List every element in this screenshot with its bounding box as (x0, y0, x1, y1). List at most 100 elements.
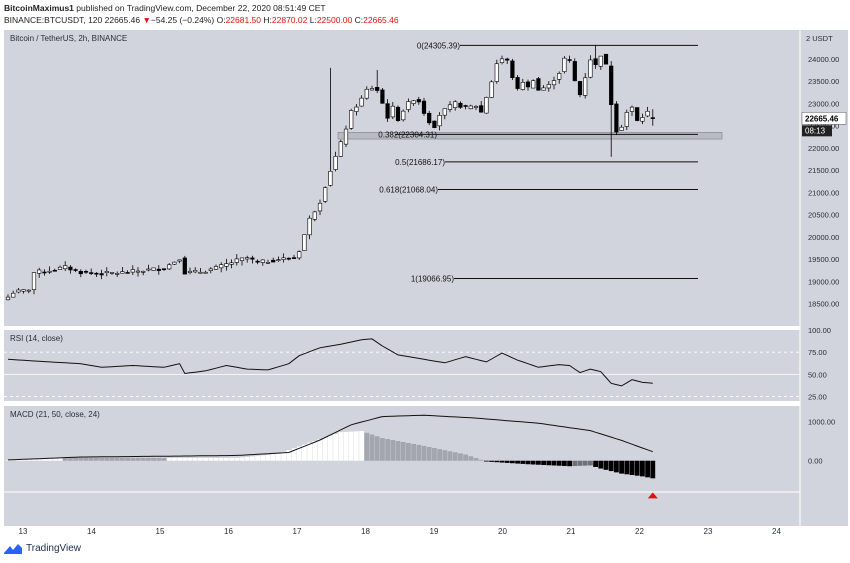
candle-body (567, 59, 572, 61)
macd-histogram-bar (614, 460, 619, 473)
candle-body (525, 81, 531, 88)
macd-histogram-bar (473, 457, 479, 461)
macd-histogram-bar (421, 445, 427, 461)
candle-body (349, 110, 354, 129)
rsi-tick-label: 100.00 (808, 326, 831, 335)
candle-body (198, 271, 203, 274)
x-tick-label: 22 (635, 527, 644, 536)
macd-histogram-bar (99, 457, 104, 461)
macd-histogram-bar (369, 434, 375, 461)
candle-body (5, 296, 11, 301)
macd-histogram-bar (338, 432, 344, 461)
candle-body (453, 101, 458, 108)
y-tick-label: 21000.00 (808, 188, 839, 197)
macd-histogram-bar (78, 457, 84, 461)
candle-body (203, 271, 208, 274)
price-change: −54.25 (−0.24%) (150, 15, 215, 25)
macd-histogram-bar (281, 451, 286, 461)
candle-body (494, 63, 499, 82)
candle-body (401, 110, 406, 121)
macd-histogram-bar (57, 457, 63, 461)
candle-body (364, 88, 369, 99)
candle-body (31, 272, 37, 290)
candle-body (421, 100, 427, 114)
macd-histogram-bar (452, 452, 458, 461)
candle-body (390, 105, 395, 118)
open-value: 22681.50 (225, 15, 262, 25)
macd-histogram-bar (213, 457, 219, 461)
change-down-icon: ▼ (142, 15, 151, 25)
macd-histogram-bar (187, 457, 193, 461)
candle-body (593, 58, 598, 66)
candle-body (359, 97, 364, 107)
candle-body (541, 87, 546, 91)
macd-histogram-bar (603, 460, 609, 470)
candle-body (265, 262, 271, 264)
macd-histogram-bar (354, 431, 359, 461)
candle-body (130, 269, 135, 273)
y-tick-label: 21500.00 (808, 166, 839, 175)
candle-body (42, 271, 47, 274)
macd-histogram-bar (151, 457, 156, 461)
candle-body (250, 257, 255, 260)
macd-histogram-bar (343, 431, 349, 461)
candle-body (629, 106, 635, 112)
macd-histogram-bar (520, 460, 526, 464)
candle-body (406, 101, 411, 110)
macd-histogram-bar (484, 460, 489, 462)
macd-histogram-bar (556, 460, 562, 466)
candle-body (385, 103, 390, 119)
macd-histogram-bar (645, 460, 650, 478)
fib-level-label: 1(19066.95) (411, 275, 454, 284)
close-label: C: (354, 15, 364, 25)
published-text: published on TradingView.com, December 2… (76, 3, 326, 13)
macd-histogram-bar (177, 457, 182, 461)
author-name[interactable]: BitcoinMaximus1 (4, 3, 74, 13)
candle-body (520, 81, 525, 90)
macd-histogram-bar (229, 457, 234, 461)
tradingview-logo-icon (4, 543, 22, 554)
candle-body (531, 80, 536, 89)
candle-body (577, 81, 583, 96)
candle-body (276, 259, 281, 261)
macd-histogram-bar (94, 457, 99, 461)
candle-body (57, 266, 63, 270)
price-axis-unit: 2 USDT (806, 34, 833, 43)
chart-canvas[interactable]: 13 14 15 16 17 18 19 20 21 22 23 24 24000.00 23500.00… (0, 26, 850, 541)
candle-body (375, 86, 380, 91)
y-tick-label: 23500.00 (808, 77, 839, 86)
macd-histogram-bar (411, 443, 416, 461)
candle-body (255, 260, 260, 263)
x-tick-label: 14 (87, 527, 96, 536)
candle-body (172, 261, 177, 265)
macd-histogram-bar (385, 439, 390, 461)
macd-histogram-bar (234, 457, 240, 461)
rsi-line (7, 338, 653, 387)
fib-level-label: 0.618(21068.04) (379, 185, 438, 194)
macd-histogram-bar (42, 458, 47, 461)
candle-body (297, 251, 302, 259)
macd-histogram-bar (348, 431, 354, 461)
macd-histogram-bar (598, 460, 604, 469)
macd-histogram-bar (619, 460, 624, 474)
candle-body (78, 271, 83, 275)
y-tick-label: 22000.00 (808, 144, 839, 153)
price-panel (4, 30, 800, 326)
candle-body (572, 61, 577, 82)
countdown-tag (802, 125, 832, 137)
macd-histogram-bar (172, 457, 177, 461)
candle-body (47, 270, 52, 273)
macd-histogram-bar (634, 460, 640, 476)
macd-histogram-bar (416, 444, 422, 461)
macd-histogram-bar (10, 460, 16, 461)
candle-body (489, 81, 494, 98)
macd-histogram-bar (468, 456, 474, 461)
candle-body (125, 272, 130, 274)
candle-body (536, 78, 541, 91)
candle-body (343, 128, 349, 145)
macd-histogram-bar (203, 457, 208, 461)
fib-level-label: 0.5(21686.17) (395, 158, 445, 167)
candle-body (458, 102, 463, 108)
macd-histogram-bar (182, 457, 188, 461)
macd-histogram-bar (489, 460, 494, 462)
